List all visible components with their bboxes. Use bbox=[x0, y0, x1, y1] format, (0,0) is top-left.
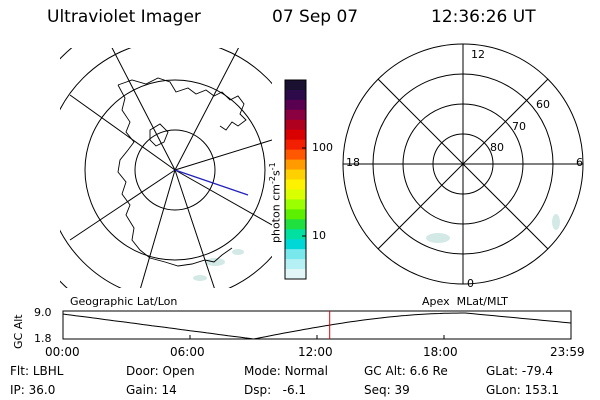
colorbar-swatch bbox=[285, 129, 306, 141]
colorbar-swatch bbox=[285, 179, 306, 190]
geographic-caption: Geographic Lat/Lon bbox=[70, 295, 178, 308]
colorbar-swatch bbox=[285, 139, 306, 151]
colorbar-swatch bbox=[285, 199, 306, 210]
instrument-title: Ultraviolet Imager bbox=[47, 7, 201, 27]
colorbar-swatch bbox=[285, 269, 306, 280]
colorbar-swatch bbox=[285, 89, 306, 101]
x-tick-1800: 18:00 bbox=[423, 345, 458, 359]
colorbar-label: photon cm-2s-1 bbox=[268, 162, 283, 243]
altitude-ymax: 9.0 bbox=[34, 306, 52, 319]
colorbar-border bbox=[284, 79, 307, 280]
colorbar-swatch bbox=[285, 239, 306, 250]
mlt-label-12: 12 bbox=[471, 48, 485, 61]
gain-field: Gain: 14 bbox=[126, 383, 177, 397]
lat-ring-inner bbox=[134, 129, 216, 211]
ip-field: IP: 36.0 bbox=[10, 383, 56, 397]
colorbar bbox=[284, 79, 307, 280]
colorbar-swatch bbox=[285, 259, 306, 270]
door-field: Door: Open bbox=[126, 364, 195, 378]
colorbar-swatch bbox=[285, 219, 306, 230]
colorbar-swatch bbox=[285, 189, 306, 200]
colorbar-tick-10: 10 bbox=[312, 229, 326, 242]
mlt-label-18: 18 bbox=[346, 156, 360, 169]
colorbar-swatch bbox=[285, 99, 306, 111]
mlat-label-60: 60 bbox=[536, 98, 550, 111]
apex-caption: Apex MLat/MLT bbox=[422, 295, 508, 308]
colorbar-swatch bbox=[285, 249, 306, 260]
colorbar-swatch bbox=[285, 169, 306, 180]
coastline bbox=[117, 77, 247, 267]
colorbar-swatch bbox=[285, 109, 306, 121]
mlat-label-80: 80 bbox=[490, 141, 504, 154]
mode-field: Mode: Normal bbox=[244, 364, 328, 378]
trajectory-line bbox=[174, 169, 249, 196]
colorbar-swatch bbox=[285, 119, 306, 131]
x-tick-2359: 23:59 bbox=[550, 345, 585, 359]
seq-field: Seq: 39 bbox=[364, 383, 410, 397]
altitude-ymin: 1.8 bbox=[34, 332, 52, 345]
date-label: 07 Sep 07 bbox=[272, 7, 359, 27]
aurora-patches bbox=[193, 249, 244, 281]
mlt-label-0: 0 bbox=[467, 277, 474, 290]
x-tick-1200: 12:00 bbox=[298, 345, 333, 359]
lat-ring-mid bbox=[84, 79, 266, 261]
aurora-patches-right bbox=[426, 214, 560, 243]
colorbar-swatch bbox=[285, 229, 306, 240]
gcalt-field: GC Alt: 6.6 Re bbox=[364, 364, 448, 378]
x-tick-0600: 06:00 bbox=[170, 345, 205, 359]
colorbar-swatch bbox=[285, 159, 306, 171]
altitude-plot bbox=[62, 310, 572, 340]
altitude-ylabel: GC Alt bbox=[12, 314, 25, 349]
filter-field: Flt: LBHL bbox=[10, 364, 64, 378]
x-ticks bbox=[62, 335, 572, 339]
colorbar-tick-100: 100 bbox=[312, 141, 333, 154]
glat-field: GLat: -79.4 bbox=[486, 364, 553, 378]
mlt-label-6: 6 bbox=[576, 156, 583, 169]
colorbar-swatch bbox=[285, 149, 306, 161]
colorbar-swatch bbox=[285, 80, 306, 91]
x-tick-0000: 00:00 bbox=[45, 345, 80, 359]
lat-ring-outer-1 bbox=[0, 0, 365, 360]
glon-field: GLon: 153.1 bbox=[486, 383, 559, 397]
geographic-map bbox=[0, 0, 365, 360]
time-label: 12:36:26 UT bbox=[431, 7, 536, 27]
dsp-field: Dsp: -6.1 bbox=[244, 383, 307, 397]
altitude-curve bbox=[62, 312, 572, 340]
colorbar-swatch bbox=[285, 209, 306, 220]
mlat-label-70: 70 bbox=[512, 120, 526, 133]
magnetic-map bbox=[342, 43, 584, 285]
